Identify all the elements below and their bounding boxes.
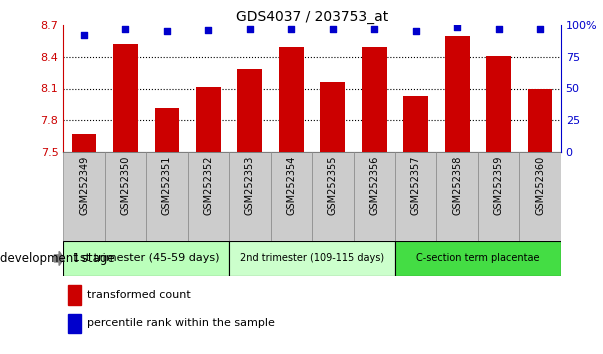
Bar [68,285,81,305]
Bar [444,36,470,152]
Bar [395,152,437,241]
Bar [320,82,345,152]
Text: GSM252349: GSM252349 [79,156,89,215]
Point [370,26,379,32]
Text: 2nd trimester (109-115 days): 2nd trimester (109-115 days) [240,253,384,263]
Bar [72,134,96,152]
Text: GSM252350: GSM252350 [121,156,130,215]
Text: GSM252359: GSM252359 [494,156,504,215]
Point [535,26,545,32]
Bar [154,108,180,152]
Bar [105,152,147,241]
Bar [519,152,561,241]
Bar [437,152,478,241]
Bar [271,152,312,241]
Bar [478,152,519,241]
Text: GSM252354: GSM252354 [286,156,296,215]
Point [79,32,89,38]
Point [286,26,296,32]
Bar [68,314,81,333]
Bar [146,152,188,241]
Text: GSM252352: GSM252352 [203,156,213,215]
Bar [238,69,262,152]
Text: 1st trimester (45-59 days): 1st trimester (45-59 days) [73,253,219,263]
Bar [113,44,138,152]
Text: GSM252358: GSM252358 [452,156,462,215]
Text: GSM252353: GSM252353 [245,156,255,215]
Point [328,26,338,32]
Bar [312,152,353,241]
Point [494,26,504,32]
Title: GDS4037 / 203753_at: GDS4037 / 203753_at [236,10,388,24]
Text: GSM252360: GSM252360 [535,156,545,215]
Text: C-section term placentae: C-section term placentae [416,253,540,263]
Bar [353,152,395,241]
Point [204,27,213,33]
Text: GSM252357: GSM252357 [411,156,421,215]
Bar [229,241,395,276]
Bar [229,152,271,241]
Point [245,26,254,32]
Bar [395,241,561,276]
Text: percentile rank within the sample: percentile rank within the sample [87,318,275,328]
Bar [362,47,387,152]
Bar [63,152,105,241]
Bar [196,87,221,152]
Point [411,28,420,34]
Bar [63,241,229,276]
Text: GSM252356: GSM252356 [369,156,379,215]
Point [452,24,462,30]
Text: transformed count: transformed count [87,290,191,300]
Point [121,26,130,32]
Point [162,28,172,34]
Text: GSM252351: GSM252351 [162,156,172,215]
Bar [188,152,229,241]
Text: development stage: development stage [0,252,115,265]
Bar [528,88,552,152]
Bar [279,47,304,152]
Bar [403,96,428,152]
Text: GSM252355: GSM252355 [328,156,338,215]
Bar [486,56,511,152]
